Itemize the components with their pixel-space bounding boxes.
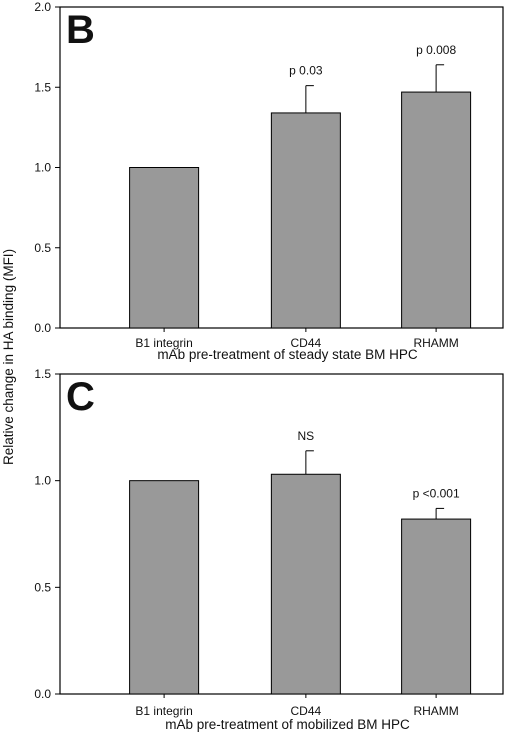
x-tick-label: CD44 bbox=[291, 336, 322, 350]
x-axis-label: mAb pre-treatment of steady state BM HPC bbox=[157, 347, 418, 362]
significance-label: NS bbox=[298, 429, 315, 443]
panel-letter: C bbox=[66, 375, 95, 419]
x-tick-label: CD44 bbox=[291, 704, 322, 718]
significance-label: p 0.008 bbox=[416, 43, 456, 57]
y-tick-label: 1.0 bbox=[34, 474, 51, 488]
x-tick-label: RHAMM bbox=[413, 336, 458, 350]
y-tick-label: 1.0 bbox=[34, 161, 51, 175]
bar bbox=[270, 112, 341, 329]
bar bbox=[129, 167, 200, 329]
y-tick-label: 1.5 bbox=[34, 367, 51, 381]
y-tick-label: 0.5 bbox=[34, 241, 51, 255]
y-tick-label: 1.5 bbox=[34, 80, 51, 94]
x-axis-label: mAb pre-treatment of mobilized BM HPC bbox=[165, 717, 410, 732]
y-tick-label: 0.5 bbox=[34, 580, 51, 594]
x-tick-label: B1 integrin bbox=[135, 704, 192, 718]
bar bbox=[401, 91, 472, 329]
panel-c: 0.0 0.5 1.0 1.5 B1 integrin CD44 NS RHAMM p <0.0… bbox=[34, 367, 504, 732]
bar bbox=[401, 518, 472, 695]
y-tick-label: 2.0 bbox=[34, 0, 51, 14]
panel-b: 0.0 0.5 1.0 1.5 2.0 B1 integrin CD44 p 0.03 RHAM… bbox=[34, 0, 504, 362]
y-tick-label: 0.0 bbox=[34, 687, 51, 701]
bar bbox=[129, 480, 200, 695]
significance-label: p 0.03 bbox=[289, 64, 323, 78]
significance-label: p <0.001 bbox=[413, 486, 460, 500]
bar bbox=[270, 473, 341, 695]
y-axis-label: Relative change in HA binding (MFI) bbox=[1, 249, 16, 465]
panel-letter: B bbox=[66, 8, 95, 52]
x-tick-label: B1 integrin bbox=[135, 336, 192, 350]
x-tick-label: RHAMM bbox=[413, 704, 458, 718]
y-tick-label: 0.0 bbox=[34, 321, 51, 335]
